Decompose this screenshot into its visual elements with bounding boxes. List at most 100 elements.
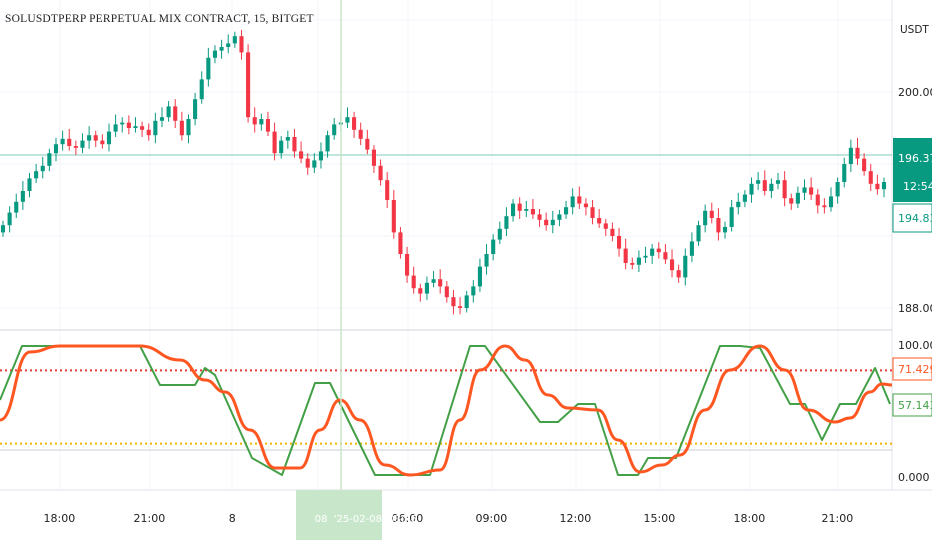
candle-body [312,160,317,168]
time-tick-label: 18:00 [44,512,76,525]
candle-body [67,138,72,146]
candle-body [424,282,429,294]
candle-body [477,266,482,287]
candle-body [444,286,449,298]
candle-body [140,126,145,130]
candle-body [563,207,569,215]
candle-body [842,164,847,182]
candle-body [325,135,330,152]
candle-body [497,228,502,240]
candle-body [458,306,463,308]
candle-body [206,57,211,80]
candle-body [537,214,542,220]
last-price-badge [893,138,932,202]
candle-body [398,232,403,254]
candle-body [709,210,714,218]
candle-body [729,207,734,227]
candle-body [106,131,112,145]
candle-body [517,203,522,211]
candle-body [484,254,489,267]
candle-body [438,279,443,287]
candle-body [636,257,641,265]
price-tick-label: 200.000 [898,86,932,99]
candle-body [100,140,105,145]
candle-body [663,252,668,260]
candle-body [868,171,873,184]
candle-body [828,196,834,208]
candle-body [252,117,257,125]
candle-body [199,79,204,100]
price-tick-label: 188.000 [898,302,932,315]
candle-body [696,225,701,242]
osc-tick-label: 0.000 [898,471,930,484]
candle-body [775,180,781,184]
candle-body [318,151,324,161]
candle-body [40,165,45,172]
time-tick-label: 8 [229,512,236,525]
candle-body [769,183,774,191]
candle-body [862,158,867,172]
candle-body [789,198,794,204]
candle-body [159,117,165,121]
candle-body [762,180,767,191]
candle-body [491,239,496,254]
candle-body [603,223,608,229]
oscillator-fast-line [0,345,891,476]
crosshair-time-badge [296,490,382,540]
candle-body [0,225,6,233]
candle-body [292,137,297,152]
candle-body [285,137,290,141]
time-tick-label: 18:00 [734,512,766,525]
candle-body [219,47,224,51]
candle-body [7,212,12,226]
candle-body [550,219,555,226]
candle-body [352,117,357,130]
candle-body [93,135,98,141]
ma-value: 194.839 [898,212,932,225]
candle-body [299,151,304,159]
candle-body [669,259,675,271]
candle-body [848,147,853,164]
candle-body [385,180,390,200]
candle-body [365,138,370,150]
candle-body [597,218,602,224]
candle-body [590,207,595,218]
candle-body [153,120,158,136]
candle-body [530,209,535,215]
candle-body [371,149,377,166]
osc-slow-badge [892,357,932,381]
symbol-title: SOLUSDTPERP PERPETUAL MIX CONTRACT, 15, … [5,13,314,25]
candle-body [643,255,648,258]
candle-body [802,187,807,193]
candle-body [822,205,827,208]
candle-body [722,227,728,233]
candle-body [464,295,469,308]
candle-body [146,129,151,136]
candle-body [60,138,65,145]
candle-body [405,254,410,276]
candle-body [431,279,436,283]
time-tick-label: 15:00 [644,512,676,525]
time-tick-label: 21:00 [822,512,854,525]
candle-body [630,263,635,265]
candle-body [782,180,787,199]
candle-body [179,120,184,136]
candle-body [226,43,231,47]
candle-body [510,203,516,217]
candle-body [583,203,588,208]
candle-body [232,36,237,44]
ma-value-badge [892,203,932,233]
candle-body [20,191,25,202]
bar-countdown: 12:54 [903,180,932,193]
candle-body [411,275,416,289]
candle-body [809,187,814,195]
candle-body [133,126,138,128]
candle-body [193,99,198,119]
crosshair-time-label: 08 '25-02-08 03:45 [302,514,417,525]
candle-body [689,241,694,256]
candle-body [73,146,78,148]
candle-body [259,119,264,125]
candle-body [126,122,131,128]
